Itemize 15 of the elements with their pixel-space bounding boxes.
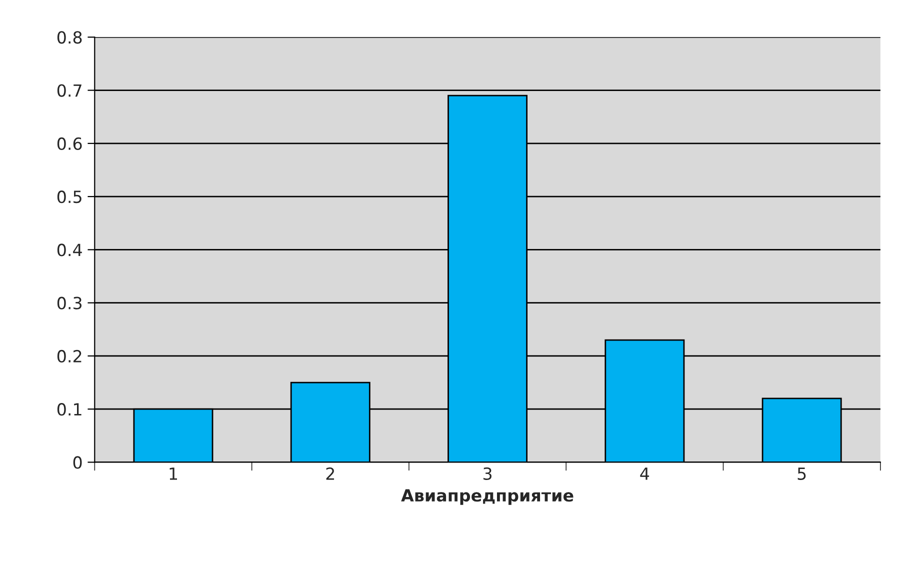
y-tick-label: 0.4 [57,244,82,256]
x-axis-title: Авиапредприятие [401,489,574,505]
y-tick-label: 0.7 [57,84,82,97]
y-tick-label: 0.5 [57,190,82,204]
x-tick-label: 5 [798,468,806,480]
y-tick-label: 0.2 [57,350,82,363]
y-tick-label: 0.3 [57,296,82,310]
y-tick-label: 0.6 [57,137,82,150]
x-tick-label: 2 [326,467,334,480]
x-tick-label: 4 [640,468,650,480]
y-tick-label: 0 [73,456,82,469]
x-tick-label: 1 [170,468,177,480]
y-tick-label: 0.1 [57,403,82,416]
x-tick-label: 3 [484,467,492,480]
y-tick-label: 0.8 [57,31,82,44]
